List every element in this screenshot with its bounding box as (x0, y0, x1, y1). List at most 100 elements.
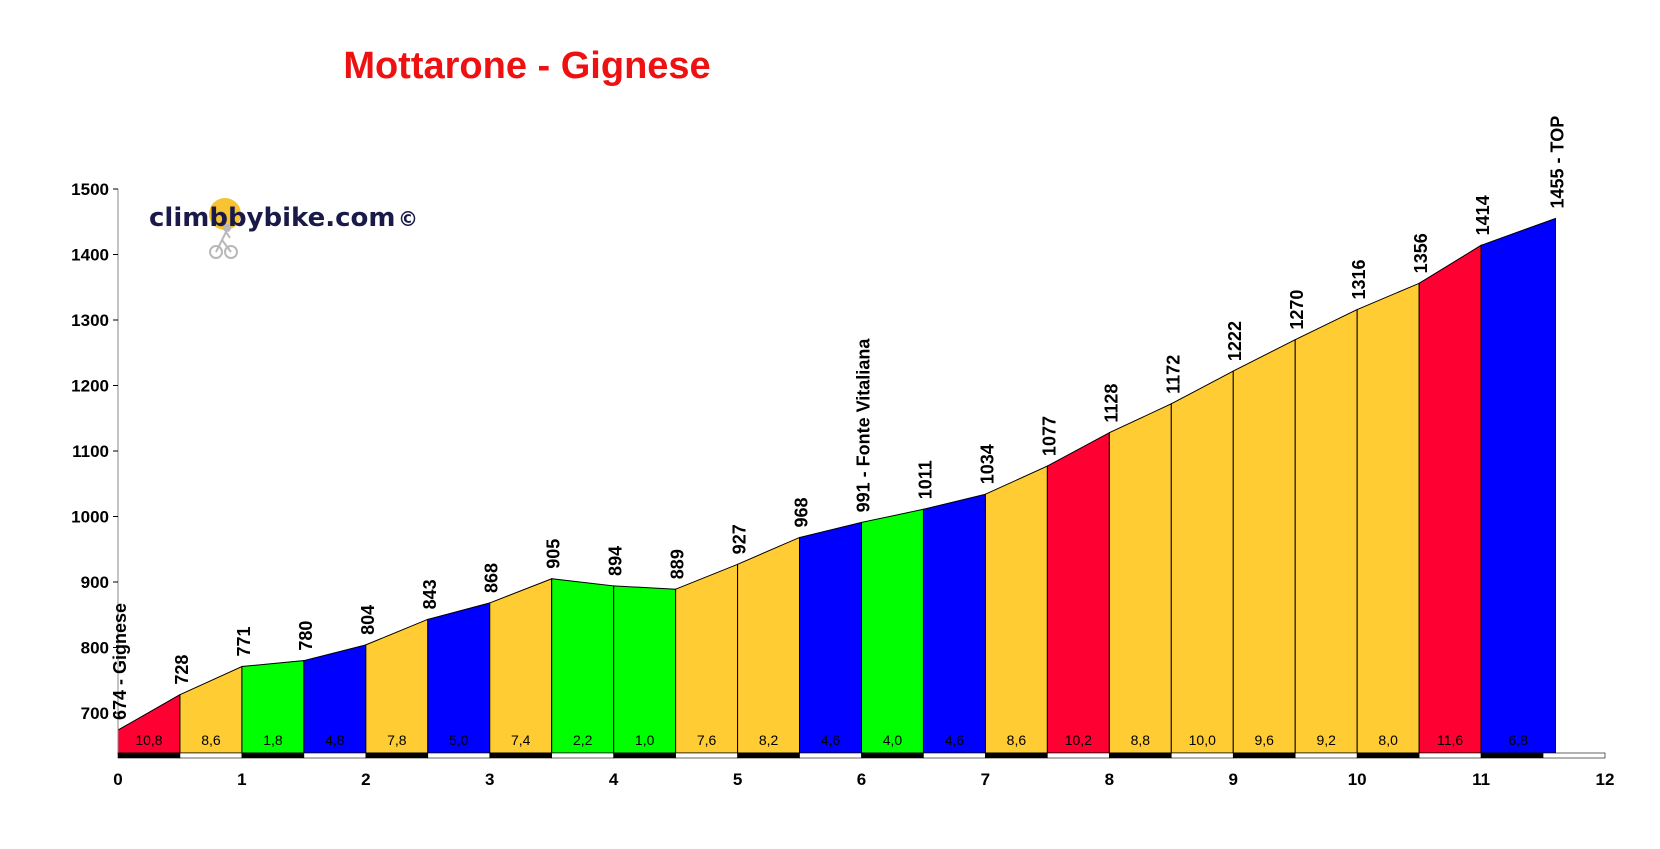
distance-bar-segment (551, 752, 614, 759)
gradient-label: 2,2 (573, 732, 593, 748)
gradient-label: 9,6 (1254, 732, 1274, 748)
elevation-label: 905 (544, 539, 564, 569)
elevation-label: 927 (730, 524, 750, 554)
elevation-label: 804 (358, 605, 378, 635)
distance-bar-segment (1170, 752, 1234, 759)
elevation-label: 1222 (1225, 321, 1245, 361)
elevation-label: 968 (792, 497, 812, 527)
profile-segment (1418, 244, 1482, 754)
gradient-label: 11,6 (1437, 732, 1463, 748)
distance-bar-segment (241, 752, 305, 759)
elevation-label: 1316 (1349, 259, 1369, 299)
gradient-label: 10,2 (1065, 732, 1092, 748)
elevation-labels: 674 - Gignese 728 771 780 804 843 868 905 894 889… (110, 116, 1567, 720)
elevation-label: 771 (234, 626, 254, 656)
x-tick-label: 3 (485, 770, 494, 789)
distance-bar-segment (1047, 752, 1110, 759)
distance-bar-segment (923, 752, 986, 759)
profile-segment (1108, 403, 1172, 754)
elevation-label: 1414 (1473, 195, 1493, 235)
gradient-label: 5,0 (449, 732, 469, 748)
elevation-label: 843 (420, 579, 440, 609)
gradient-label: 8,6 (1007, 732, 1027, 748)
x-tick-label: 1 (237, 770, 246, 789)
distance-bar-segment (799, 752, 862, 759)
y-tick-label: 800 (81, 639, 109, 658)
gradient-label: 7,4 (511, 732, 531, 748)
distance-bar-segment (1542, 752, 1606, 759)
y-tick-label: 1300 (71, 311, 109, 330)
elevation-label: 1128 (1101, 384, 1121, 423)
elevation-label: 889 (668, 549, 688, 579)
y-tick-label: 1400 (71, 246, 109, 265)
profile-segment (922, 493, 986, 754)
gradient-label: 9,2 (1316, 732, 1336, 748)
gradient-label: 4,6 (821, 732, 841, 748)
x-tick-label: 0 (113, 770, 122, 789)
profile-segment (427, 602, 491, 754)
distance-bar-segment (737, 752, 800, 759)
cyclist-icon (209, 224, 238, 259)
elevation-label: 1270 (1287, 290, 1307, 330)
x-tick-label: 8 (1105, 770, 1114, 789)
profile-segment (861, 508, 924, 754)
climbbybike-logo: climbbybike.com © (149, 198, 418, 259)
profile-segment (1170, 370, 1234, 754)
gradient-label: 7,6 (697, 732, 717, 748)
distance-bar-segment (861, 752, 924, 759)
elevation-label: 1034 (977, 444, 997, 484)
distance-bar-segment (1109, 752, 1172, 759)
profile-segment (1046, 431, 1110, 754)
gradient-label: 4,8 (325, 732, 345, 748)
elevation-label: 894 (606, 546, 626, 576)
gradient-label: 8,0 (1378, 732, 1398, 748)
gradient-label: 10,0 (1189, 732, 1216, 748)
x-tick-label: 6 (857, 770, 866, 789)
profile-segment (1294, 308, 1358, 754)
profile-segment (551, 578, 615, 754)
distance-bar-segment (489, 752, 553, 759)
elevation-label: 868 (482, 563, 502, 593)
x-tick-label: 11 (1472, 770, 1490, 789)
distance-bar-segment (675, 752, 738, 759)
distance-bar-segment (365, 752, 429, 759)
gradient-label: 8,2 (759, 732, 779, 748)
distance-bar-segment (613, 752, 676, 759)
gradient-label: 10,8 (135, 732, 162, 748)
y-tick-label: 700 (81, 704, 109, 723)
profile-segments (117, 217, 1556, 754)
distance-bar-segment (1294, 752, 1358, 759)
profile-segment (675, 563, 739, 754)
profile-segment (799, 521, 862, 754)
elevation-label: 1011 (915, 460, 935, 499)
x-tick-label: 2 (361, 770, 370, 789)
distance-bar-segment (179, 752, 243, 759)
gradient-label: 7,8 (387, 732, 407, 748)
distance-bar-segment (1480, 752, 1544, 759)
x-tick-label: 4 (609, 770, 619, 789)
distance-bar-segment (1418, 752, 1482, 759)
gradient-label: 1,0 (635, 732, 655, 748)
profile-segment (1356, 282, 1420, 754)
gradient-label: 4,6 (945, 732, 965, 748)
gradient-label: 1,8 (263, 732, 283, 748)
profile-segment (613, 585, 677, 754)
x-tick-label: 7 (981, 770, 990, 789)
distance-bar-segment (1356, 752, 1420, 759)
gradient-labels: 10,8 8,6 1,8 4,8 7,8 5,0 7,4 2,2 1,0 7,6 8,2 4,6 4,0… (135, 732, 1528, 748)
distance-bar-segment (1232, 752, 1296, 759)
gradient-label: 8,6 (201, 732, 221, 748)
gradient-label: 6,8 (1509, 732, 1529, 748)
gradient-label: 8,8 (1131, 732, 1151, 748)
elevation-label: 1356 (1411, 233, 1431, 273)
copyright-symbol: © (398, 207, 418, 231)
distance-bar-segment (985, 752, 1048, 759)
elevation-label: 674 - Gignese (110, 603, 130, 720)
elevation-label: 1077 (1039, 416, 1059, 456)
profile-segment (1232, 338, 1296, 754)
y-tick-label: 900 (81, 573, 109, 592)
logo-text: climbbybike.com (149, 203, 396, 233)
elevation-label: 991 - Fonte Vitaliana (854, 338, 874, 513)
